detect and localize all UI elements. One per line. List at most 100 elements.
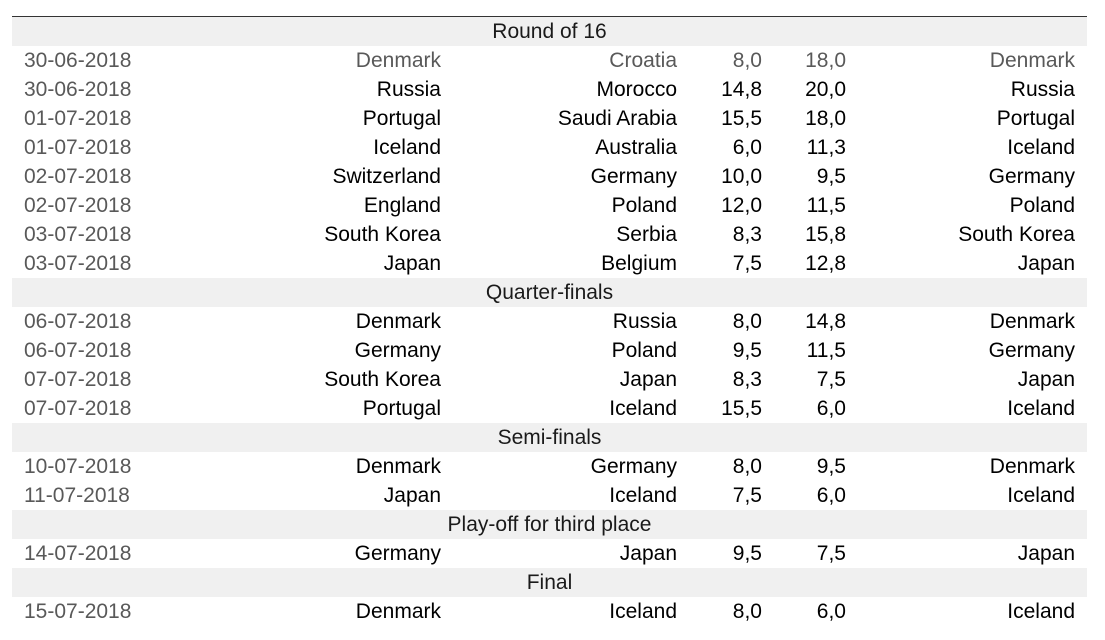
home-team: Japan [383, 252, 441, 275]
table-row: 06-07-2018 Denmark Russia 8,0 14,8 Denmark [12, 307, 1087, 336]
winner-team: South Korea [958, 223, 1075, 246]
match-date: 06-07-2018 [24, 310, 132, 333]
table-row: 02-07-2018 Switzerland Germany 10,0 9,5 Germa… [12, 162, 1087, 191]
home-team: Japan [383, 484, 441, 507]
section-header: Play-off for third place [12, 510, 1087, 539]
winner-team: Denmark [989, 455, 1075, 478]
home-score: 14,8 [721, 78, 762, 101]
away-score: 9,5 [816, 165, 846, 188]
match-date: 03-07-2018 [24, 223, 132, 246]
home-team: Denmark [355, 600, 441, 623]
table-row: 01-07-2018 Iceland Australia 6,0 11,3 Iceland [12, 133, 1087, 162]
winner-team: Denmark [989, 310, 1075, 333]
winner-team: Japan [1017, 542, 1075, 565]
home-team: Germany [354, 542, 441, 565]
away-team: Poland [611, 339, 677, 362]
table-row: 15-07-2018 Denmark Iceland 8,0 6,0 Iceland [12, 597, 1087, 626]
winner-team: Iceland [1007, 136, 1075, 159]
away-team: Saudi Arabia [557, 107, 677, 130]
away-score: 20,0 [805, 78, 846, 101]
home-team: Denmark [355, 455, 441, 478]
winner-team: Germany [988, 165, 1075, 188]
match-date: 30-06-2018 [24, 78, 132, 101]
home-score: 8,0 [732, 49, 762, 72]
table-row: 03-07-2018 South Korea Serbia 8,3 15,8 South … [12, 220, 1087, 249]
winner-team: Iceland [1007, 484, 1075, 507]
home-team: South Korea [324, 368, 441, 391]
home-score: 7,5 [732, 484, 762, 507]
away-score: 15,8 [805, 223, 846, 246]
section-header: Quarter-finals [12, 278, 1087, 307]
away-score: 18,0 [805, 49, 846, 72]
away-score: 11,3 [806, 136, 846, 159]
table-row: 07-07-2018 South Korea Japan 8,3 7,5 Japan [12, 365, 1087, 394]
table-row: 02-07-2018 England Poland 12,0 11,5 Poland [12, 191, 1087, 220]
home-score: 10,0 [721, 165, 762, 188]
home-score: 8,0 [732, 600, 762, 623]
home-score: 15,5 [721, 397, 762, 420]
winner-team: Japan [1017, 252, 1075, 275]
table-row: 10-07-2018 Denmark Germany 8,0 9,5 Denmark [12, 452, 1087, 481]
away-team: Australia [595, 136, 677, 159]
winner-team: Iceland [1007, 397, 1075, 420]
home-score: 8,0 [732, 310, 762, 333]
table-row: 30-06-2018 Russia Morocco 14,8 20,0 Russia [12, 75, 1087, 104]
match-date: 02-07-2018 [24, 194, 132, 217]
away-score: 11,5 [806, 339, 846, 362]
match-date: 01-07-2018 [24, 136, 132, 159]
home-team: Denmark [355, 310, 441, 333]
winner-team: Germany [988, 339, 1075, 362]
away-team: Belgium [601, 252, 677, 275]
section-header: Final [12, 568, 1087, 597]
away-team: Serbia [616, 223, 677, 246]
home-team: Germany [354, 339, 441, 362]
home-team: South Korea [324, 223, 441, 246]
home-score: 7,5 [732, 252, 762, 275]
away-team: Japan [619, 368, 677, 391]
away-score: 9,5 [816, 455, 846, 478]
home-score: 12,0 [721, 194, 762, 217]
table-row: 07-07-2018 Portugal Iceland 15,5 6,0 Iceland [12, 394, 1087, 423]
results-table: Round of 16 30-06-2018 Denmark Croatia 8,0 18… [12, 16, 1087, 626]
away-team: Iceland [609, 397, 677, 420]
section-header: Semi-finals [12, 423, 1087, 452]
away-score: 11,5 [806, 194, 846, 217]
away-team: Germany [590, 165, 677, 188]
home-score: 15,5 [721, 107, 762, 130]
match-date: 30-06-2018 [24, 49, 132, 72]
winner-team: Japan [1017, 368, 1075, 391]
match-date: 11-07-2018 [24, 484, 130, 507]
away-score: 6,0 [816, 484, 846, 507]
match-date: 03-07-2018 [24, 252, 132, 275]
away-team: Germany [590, 455, 677, 478]
home-score: 8,3 [732, 368, 762, 391]
home-team: Iceland [373, 136, 441, 159]
match-date: 01-07-2018 [24, 107, 132, 130]
away-score: 14,8 [805, 310, 846, 333]
table-row: 03-07-2018 Japan Belgium 7,5 12,8 Japan [12, 249, 1087, 278]
home-team: Russia [376, 78, 441, 101]
home-score: 6,0 [732, 136, 762, 159]
away-score: 7,5 [816, 542, 846, 565]
table-row: 11-07-2018 Japan Iceland 7,5 6,0 Iceland [12, 481, 1087, 510]
match-date: 14-07-2018 [24, 542, 132, 565]
winner-team: Russia [1010, 78, 1075, 101]
home-score: 8,3 [732, 223, 762, 246]
away-score: 7,5 [816, 368, 846, 391]
away-score: 6,0 [816, 397, 846, 420]
home-team: Portugal [362, 107, 441, 130]
away-team: Poland [611, 194, 677, 217]
away-score: 18,0 [805, 107, 846, 130]
away-team: Iceland [609, 600, 677, 623]
home-score: 9,5 [732, 339, 762, 362]
table-row: 30-06-2018 Denmark Croatia 8,0 18,0 Denmark [12, 46, 1087, 75]
home-team: Denmark [355, 49, 441, 72]
home-team: Portugal [362, 397, 441, 420]
match-date: 07-07-2018 [24, 368, 132, 391]
section-header: Round of 16 [12, 17, 1087, 46]
table-row: 14-07-2018 Germany Japan 9,5 7,5 Japan [12, 539, 1087, 568]
away-team: Japan [619, 542, 677, 565]
winner-team: Denmark [989, 49, 1075, 72]
match-date: 02-07-2018 [24, 165, 132, 188]
match-date: 07-07-2018 [24, 397, 132, 420]
